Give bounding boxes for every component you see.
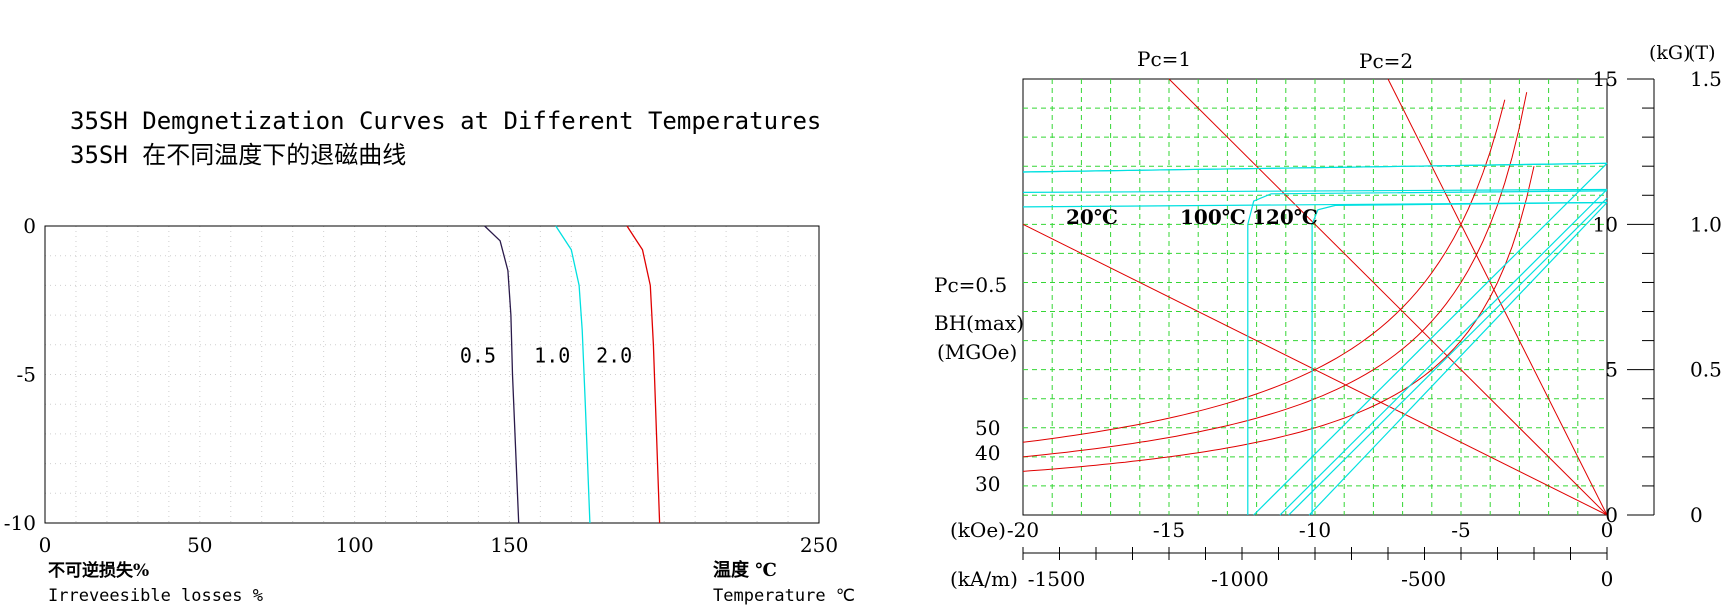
x-bottom-unit-kAm: (kA/m) bbox=[950, 567, 1018, 591]
pc1-label: Pc=1 bbox=[1137, 47, 1191, 71]
j-curve-0 bbox=[1022, 162, 1608, 173]
bhmax-label: BH(max) bbox=[934, 311, 1024, 335]
right-ticks: -20 -15 -10 -5 0 -1500 -1000 -500 0 bbox=[1007, 518, 1613, 591]
left-xtick-label-3: 150 bbox=[490, 533, 528, 557]
right-kAm-tick-0: -1500 bbox=[1028, 567, 1086, 591]
left-series-labels: 0.5 1.0 2.0 bbox=[460, 344, 632, 368]
left-chart-subtitle: 35SH 在不同温度下的退磁曲线 bbox=[70, 141, 406, 169]
right-kG-tick-2: 10 bbox=[1593, 212, 1618, 236]
left-ticks: 0 50 100 150 250 0 -5 -10 bbox=[4, 214, 838, 557]
right-grid bbox=[1023, 79, 1607, 515]
left-grid bbox=[45, 226, 819, 523]
left-chart: 35SH Demgnetization Curves at Different … bbox=[4, 107, 855, 606]
bhmax-curve-50 bbox=[1022, 99, 1506, 443]
left-series bbox=[484, 225, 661, 524]
left-ylabel: 不可逆损失% bbox=[48, 560, 149, 581]
bhmax-curve-30 bbox=[1022, 166, 1535, 472]
j-curve-2 bbox=[1311, 201, 1608, 515]
bhmax-value-40: 40 bbox=[975, 441, 1000, 465]
temp-label-100: 100℃ bbox=[1180, 205, 1246, 229]
right-kAm-tick-1: -1000 bbox=[1211, 567, 1269, 591]
left-xtick-label-4: 250 bbox=[800, 533, 838, 557]
bhmax-value-50: 50 bbox=[975, 416, 1000, 440]
bh-line-3 bbox=[1308, 202, 1608, 516]
right-kOe-tick-2: -10 bbox=[1299, 518, 1331, 542]
left-series-label-1: 1.0 bbox=[534, 344, 570, 368]
left-xtick-label-2: 100 bbox=[336, 533, 374, 557]
left-series-line-1 bbox=[555, 225, 591, 524]
left-ylabel-en: Irreveesible losses % bbox=[48, 586, 263, 606]
temp-label-120: 120℃ bbox=[1252, 205, 1318, 229]
right-T-tick-1: 0.5 bbox=[1690, 358, 1722, 382]
left-series-line-2 bbox=[626, 225, 661, 524]
x-top-unit-kOe: (kOe) bbox=[950, 518, 1006, 542]
left-series-line-0 bbox=[484, 225, 520, 524]
right-T-tick-2: 1.0 bbox=[1690, 212, 1722, 236]
bh-line-1 bbox=[1279, 189, 1608, 516]
bh-line-2 bbox=[1288, 197, 1608, 516]
right-chart: -20 -15 -10 -5 0 -1500 -1000 -500 0 0 5 10 15 0 0.5 1.… bbox=[934, 42, 1722, 591]
right-kOe-tick-1: -15 bbox=[1153, 518, 1185, 542]
b-line-1 bbox=[1022, 188, 1608, 193]
left-series-label-2: 2.0 bbox=[596, 344, 632, 368]
left-ytick-label-2: -10 bbox=[4, 511, 36, 535]
right-T-tick-3: 1.5 bbox=[1690, 67, 1722, 91]
left-xlabel-en: Temperature ℃ bbox=[713, 586, 855, 606]
right-kAm-tick-3: 0 bbox=[1601, 567, 1614, 591]
pc05-label: Pc=0.5 bbox=[934, 273, 1007, 297]
right-kOe-tick-4: 0 bbox=[1601, 518, 1614, 542]
right-kG-tick-1: 5 bbox=[1605, 358, 1618, 382]
temp-label-20: 20℃ bbox=[1066, 205, 1118, 229]
right-kOe-tick-3: -5 bbox=[1451, 518, 1470, 542]
pc-line-1 bbox=[1168, 78, 1608, 516]
left-xtick-label-0: 0 bbox=[39, 533, 52, 557]
left-ytick-label-1: -5 bbox=[17, 363, 36, 387]
bhmax-unit: (MGOe) bbox=[937, 340, 1017, 364]
pc2-label: Pc=2 bbox=[1359, 49, 1413, 73]
bh-line-0 bbox=[1253, 162, 1608, 516]
right-kG-tick-0: 0 bbox=[1605, 503, 1618, 527]
right-kG-tick-3: 15 bbox=[1593, 67, 1618, 91]
left-plot-frame bbox=[44, 225, 820, 524]
bhmax-curve-40 bbox=[1022, 92, 1528, 458]
left-xlabel: 温度 ℃ bbox=[713, 559, 777, 581]
right-kOe-tick-0: -20 bbox=[1007, 518, 1039, 542]
bhmax-value-30: 30 bbox=[975, 472, 1000, 496]
right-axis-scales: 0 5 10 15 0 0.5 1.0 1.5 bbox=[1593, 67, 1722, 527]
left-xtick-label-1: 50 bbox=[187, 533, 212, 557]
right-T-tick-0: 0 bbox=[1690, 503, 1703, 527]
right-curves bbox=[1022, 78, 1608, 516]
j-curve-1 bbox=[1247, 190, 1608, 515]
right-unit-T: (T) bbox=[1688, 42, 1716, 64]
left-chart-title: 35SH Demgnetization Curves at Different … bbox=[70, 107, 821, 135]
left-ytick-label-0: 0 bbox=[23, 214, 36, 238]
right-kAm-tick-2: -500 bbox=[1401, 567, 1446, 591]
right-unit-kG: (kG) bbox=[1649, 42, 1691, 64]
pc-line-2 bbox=[1387, 78, 1608, 516]
left-series-label-0: 0.5 bbox=[460, 344, 496, 368]
